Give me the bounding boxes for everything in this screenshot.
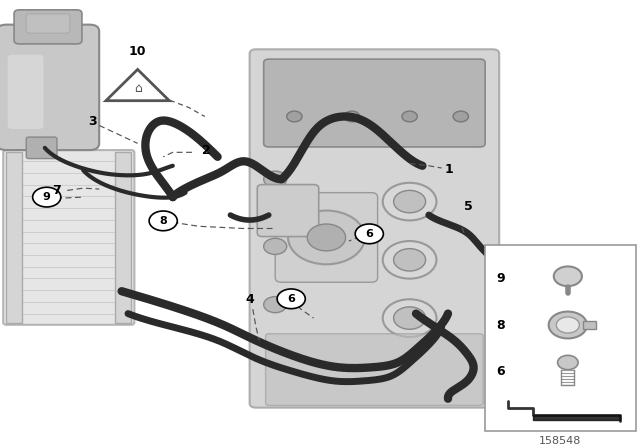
Text: 158548: 158548: [539, 436, 582, 446]
FancyBboxPatch shape: [0, 25, 99, 150]
FancyBboxPatch shape: [275, 193, 378, 282]
Circle shape: [554, 267, 582, 286]
Circle shape: [556, 317, 579, 333]
Text: 8: 8: [159, 216, 167, 226]
Circle shape: [548, 311, 587, 338]
Polygon shape: [106, 69, 169, 101]
FancyBboxPatch shape: [257, 185, 319, 237]
Text: 8: 8: [497, 319, 505, 332]
Text: 9: 9: [497, 272, 505, 285]
Text: 5: 5: [464, 200, 473, 214]
Bar: [485, 245, 636, 431]
Circle shape: [33, 187, 61, 207]
Bar: [6, 152, 22, 323]
Circle shape: [355, 224, 383, 244]
Circle shape: [288, 211, 365, 264]
Circle shape: [383, 183, 436, 220]
Circle shape: [264, 297, 287, 313]
Circle shape: [383, 299, 436, 337]
Circle shape: [557, 355, 578, 370]
Circle shape: [383, 241, 436, 279]
FancyBboxPatch shape: [3, 150, 134, 325]
Text: 6: 6: [497, 365, 505, 378]
FancyBboxPatch shape: [26, 14, 70, 33]
Circle shape: [394, 249, 426, 271]
Bar: [115, 152, 131, 323]
Circle shape: [344, 111, 360, 122]
Text: 6: 6: [287, 294, 295, 304]
FancyBboxPatch shape: [250, 49, 499, 408]
FancyBboxPatch shape: [8, 55, 44, 129]
Text: 3: 3: [88, 115, 97, 129]
Circle shape: [307, 224, 346, 251]
Circle shape: [264, 171, 287, 187]
FancyBboxPatch shape: [26, 137, 57, 159]
Circle shape: [453, 111, 468, 122]
FancyBboxPatch shape: [264, 59, 485, 147]
Circle shape: [277, 289, 305, 309]
Text: 7: 7: [52, 184, 61, 197]
Text: ⌂: ⌂: [134, 82, 141, 95]
Circle shape: [264, 238, 287, 254]
Bar: [583, 320, 596, 329]
Circle shape: [402, 111, 417, 122]
Circle shape: [394, 307, 426, 329]
Text: 1: 1: [445, 163, 454, 176]
FancyBboxPatch shape: [14, 10, 82, 44]
Text: 4: 4: [245, 293, 254, 306]
Text: 6: 6: [365, 229, 373, 239]
Circle shape: [394, 190, 426, 213]
Text: 10: 10: [129, 45, 147, 58]
Text: 9: 9: [43, 192, 51, 202]
Text: 2: 2: [202, 144, 211, 158]
FancyBboxPatch shape: [266, 334, 483, 405]
Circle shape: [287, 111, 302, 122]
Circle shape: [149, 211, 177, 231]
